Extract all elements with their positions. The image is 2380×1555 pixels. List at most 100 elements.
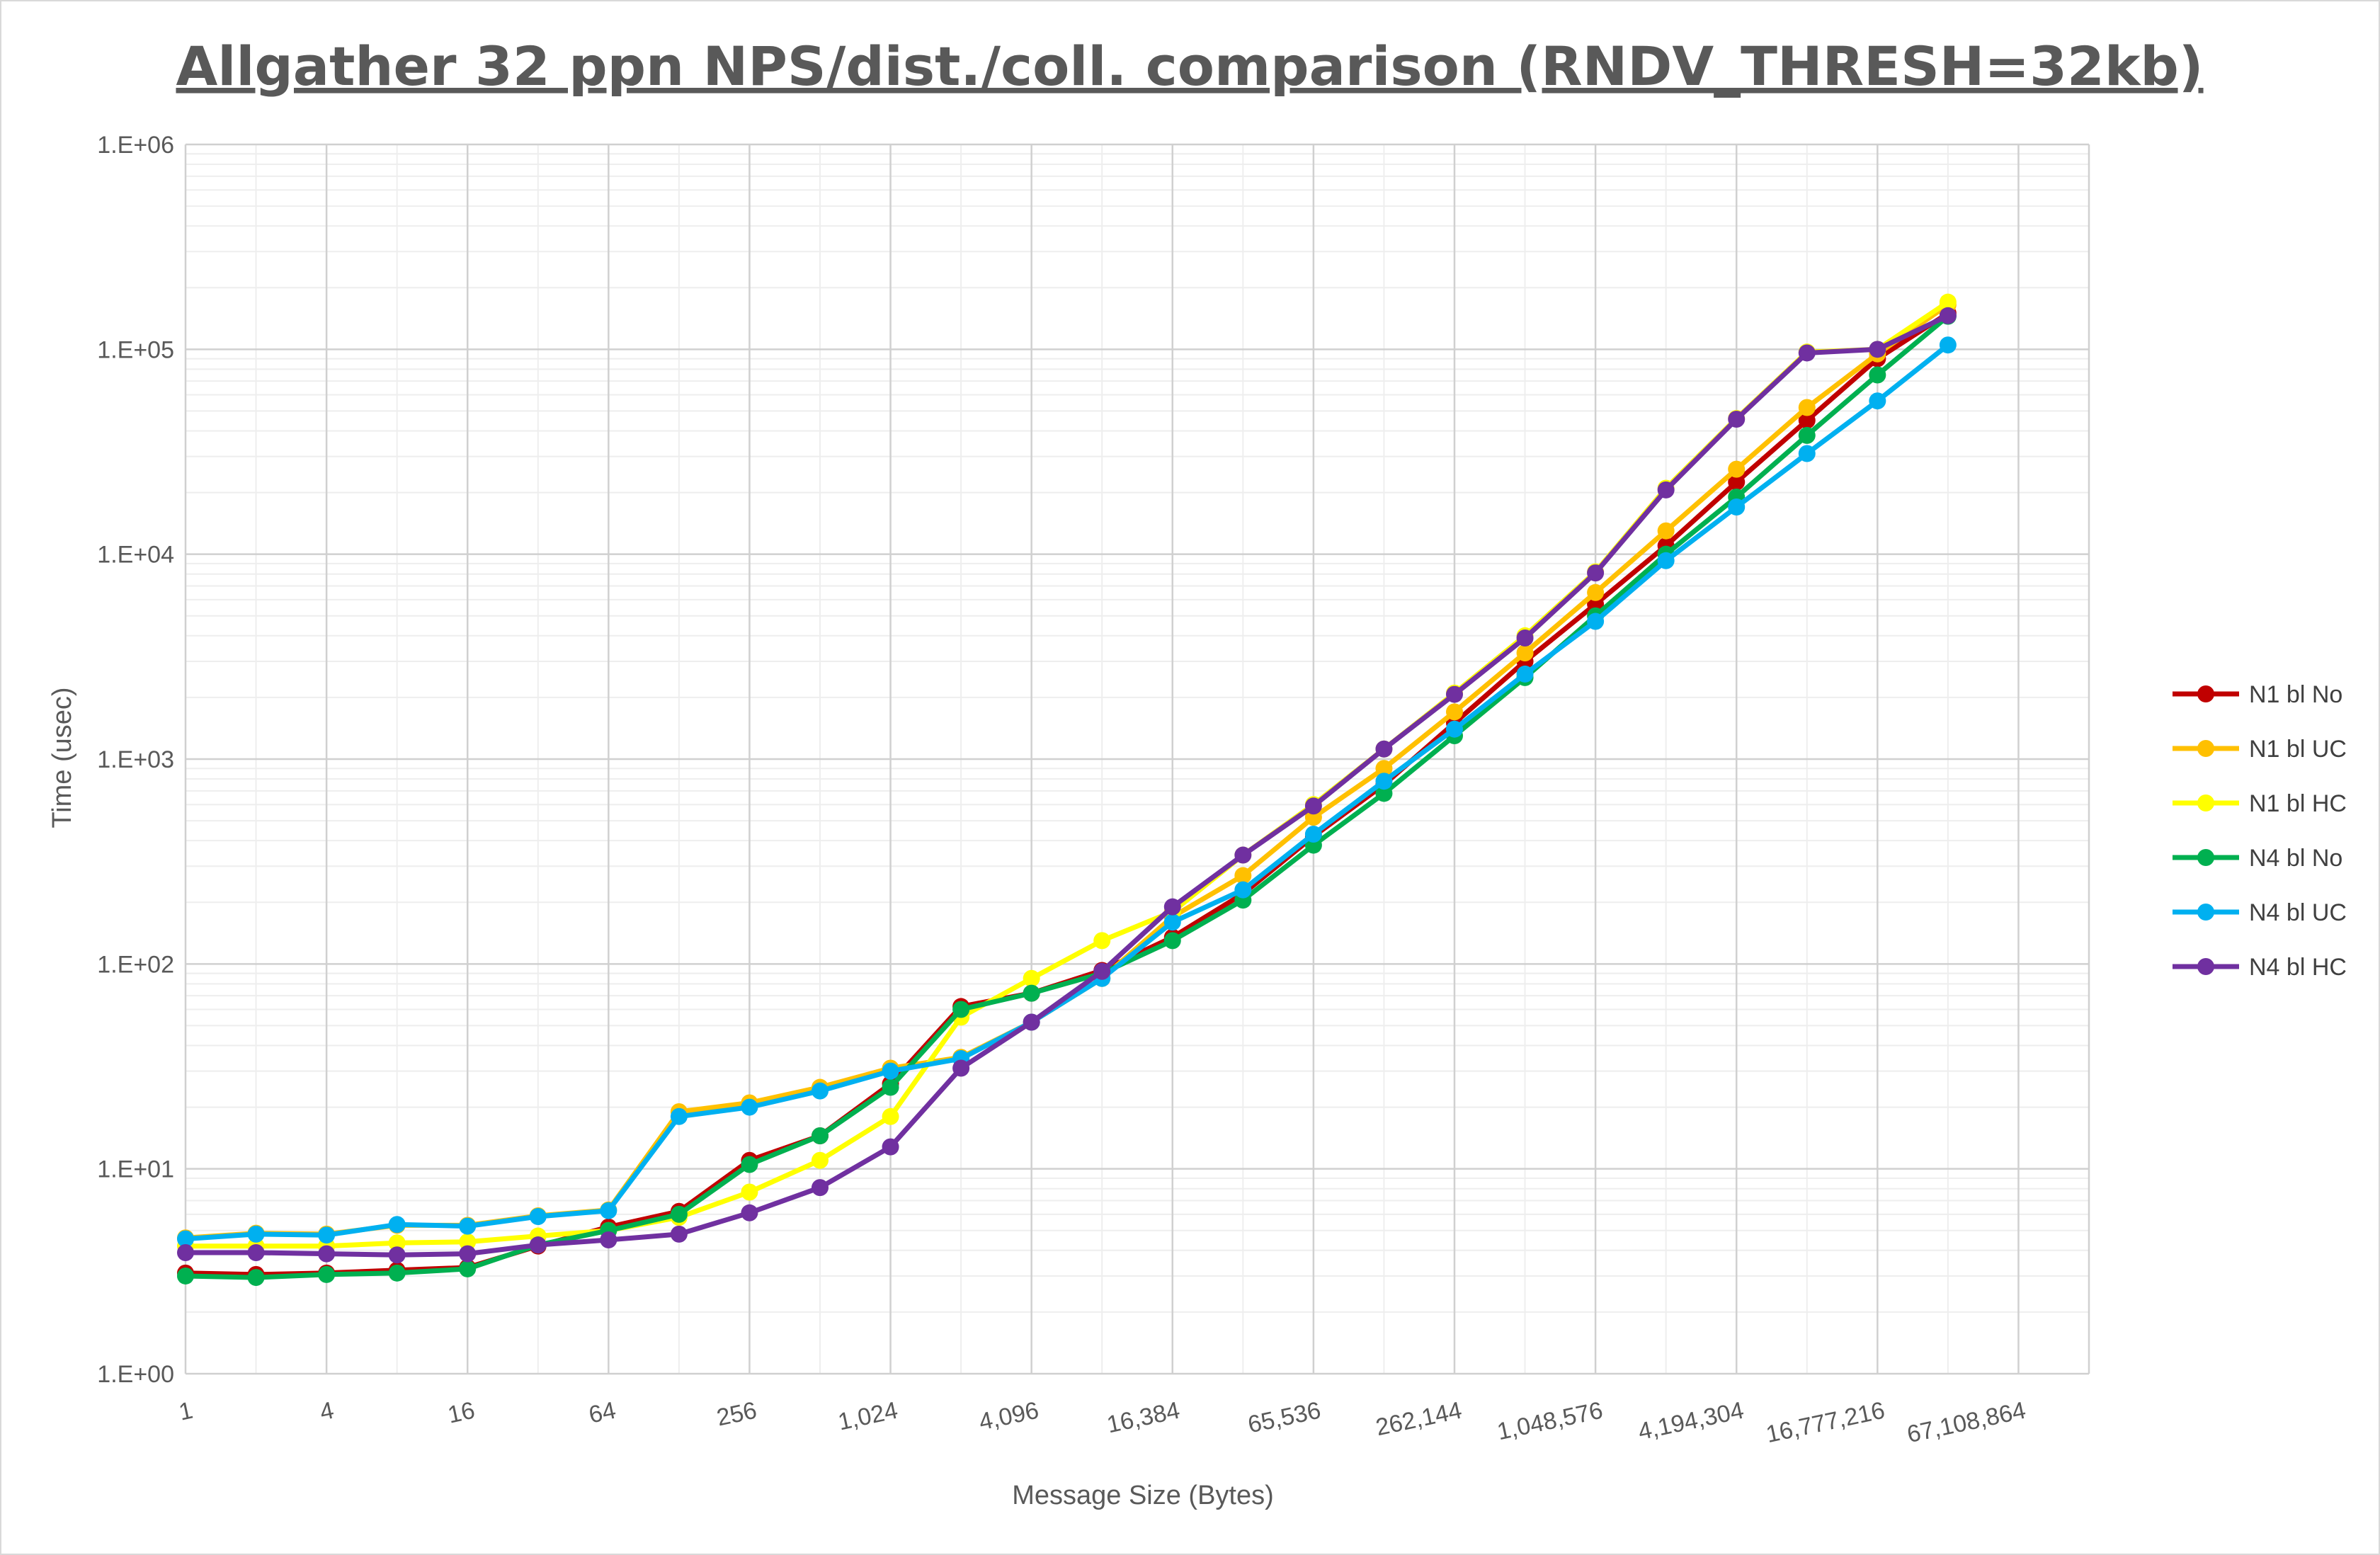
data-point (1375, 773, 1393, 790)
data-point (670, 1225, 688, 1243)
x-tick-label: 64 (586, 1397, 618, 1429)
x-axis-label: Message Size (Bytes) (1012, 1481, 1274, 1510)
data-point (1728, 498, 1746, 516)
legend-label: N1 bl No (2249, 681, 2342, 708)
y-axis-label: Time (usec) (47, 687, 77, 828)
data-point (882, 1078, 899, 1096)
data-point (1023, 969, 1040, 987)
legend-label: N4 bl HC (2249, 954, 2347, 981)
series-n1-bl-hc (177, 293, 1957, 1255)
data-point (1657, 552, 1675, 569)
data-point (1375, 740, 1393, 758)
x-axis-ticks: 1 4 16 64 256 1,024 4,096 16,384 65,536 262,144 1,… (176, 1397, 2028, 1449)
y-tick-label: 1.E+01 (97, 1156, 174, 1183)
data-point (1939, 336, 1957, 354)
data-point (741, 1204, 758, 1221)
legend-swatch-marker (2197, 685, 2214, 702)
data-point (459, 1245, 477, 1263)
data-point (1939, 293, 1957, 311)
data-point (1587, 613, 1605, 630)
data-point (1728, 460, 1746, 478)
legend-label: N1 bl HC (2249, 790, 2347, 817)
y-tick-label: 1.E+00 (97, 1361, 174, 1388)
data-point (1798, 445, 1816, 462)
data-point (388, 1264, 406, 1282)
data-point (1587, 596, 1605, 613)
data-point (529, 1236, 547, 1254)
y-tick-label: 1.E+06 (97, 132, 174, 159)
data-point (1798, 344, 1816, 362)
data-point (1869, 392, 1886, 410)
data-point (600, 1231, 617, 1249)
legend-item: N4 bl No (2173, 845, 2342, 872)
data-point (1939, 307, 1957, 324)
data-point (247, 1269, 265, 1287)
data-point (177, 1243, 194, 1261)
data-point (1234, 846, 1252, 864)
data-point (1446, 720, 1463, 738)
data-point (1446, 685, 1463, 703)
data-point (1516, 644, 1534, 661)
series-line (186, 313, 1949, 1258)
data-point (318, 1245, 336, 1263)
series-n4-bl-uc (177, 336, 1957, 1248)
data-point (388, 1216, 406, 1234)
legend-swatch-marker (2197, 904, 2214, 921)
data-point (1798, 426, 1816, 444)
data-point (952, 1059, 970, 1077)
data-point (741, 1098, 758, 1116)
x-tick-label: 1,024 (836, 1397, 900, 1436)
data-point (1516, 665, 1534, 683)
legend-swatch-marker (2197, 958, 2214, 975)
x-tick-label: 262,144 (1374, 1397, 1464, 1442)
data-point (1516, 629, 1534, 647)
data-point (812, 1151, 829, 1169)
data-point (882, 1107, 899, 1125)
series-line (186, 300, 1949, 1249)
data-point (1163, 913, 1181, 931)
series-n4-bl-hc (177, 307, 1957, 1264)
x-tick-label: 16 (445, 1397, 477, 1429)
y-tick-label: 1.E+03 (97, 746, 174, 773)
series-line (185, 311, 1949, 1277)
series-line (185, 314, 1950, 1280)
data-point (1023, 984, 1040, 1002)
data-point (1587, 583, 1605, 601)
x-tick-label: 67,108,864 (1905, 1397, 2028, 1449)
x-tick-label: 16,384 (1105, 1397, 1183, 1439)
data-point (1375, 785, 1393, 802)
series-n1-bl-uc (177, 296, 1957, 1247)
data-point (1728, 411, 1746, 428)
data-point (600, 1202, 617, 1219)
data-point (177, 1230, 194, 1248)
legend-item: N4 bl HC (2173, 954, 2347, 981)
data-point (670, 1205, 688, 1223)
data-point (1234, 867, 1252, 884)
legend-item: N1 bl HC (2173, 790, 2347, 817)
data-point (247, 1243, 265, 1261)
data-point (177, 1267, 194, 1285)
legend-swatch-marker (2197, 849, 2214, 866)
data-point (1304, 797, 1322, 815)
data-point (1163, 932, 1181, 950)
x-tick-label: 65,536 (1246, 1397, 1323, 1439)
data-point (459, 1233, 477, 1251)
legend-label: N4 bl No (2249, 845, 2342, 872)
data-point (1234, 881, 1252, 899)
legend-label: N1 bl UC (2249, 736, 2347, 763)
data-point (1375, 760, 1393, 778)
data-point (952, 1001, 970, 1018)
data-point (1657, 481, 1675, 499)
data-point (1093, 932, 1111, 950)
data-point (1798, 411, 1816, 429)
data-point (1304, 826, 1322, 843)
data-point (529, 1208, 547, 1226)
major-gridlines (184, 143, 2090, 1375)
data-point (1869, 341, 1886, 358)
x-tick-label: 1,048,576 (1495, 1397, 1605, 1446)
legend-item: N4 bl UC (2173, 899, 2347, 926)
data-point (882, 1062, 899, 1080)
legend-swatch-marker (2197, 740, 2214, 757)
series-line (185, 343, 1950, 1242)
data-point (388, 1234, 406, 1252)
